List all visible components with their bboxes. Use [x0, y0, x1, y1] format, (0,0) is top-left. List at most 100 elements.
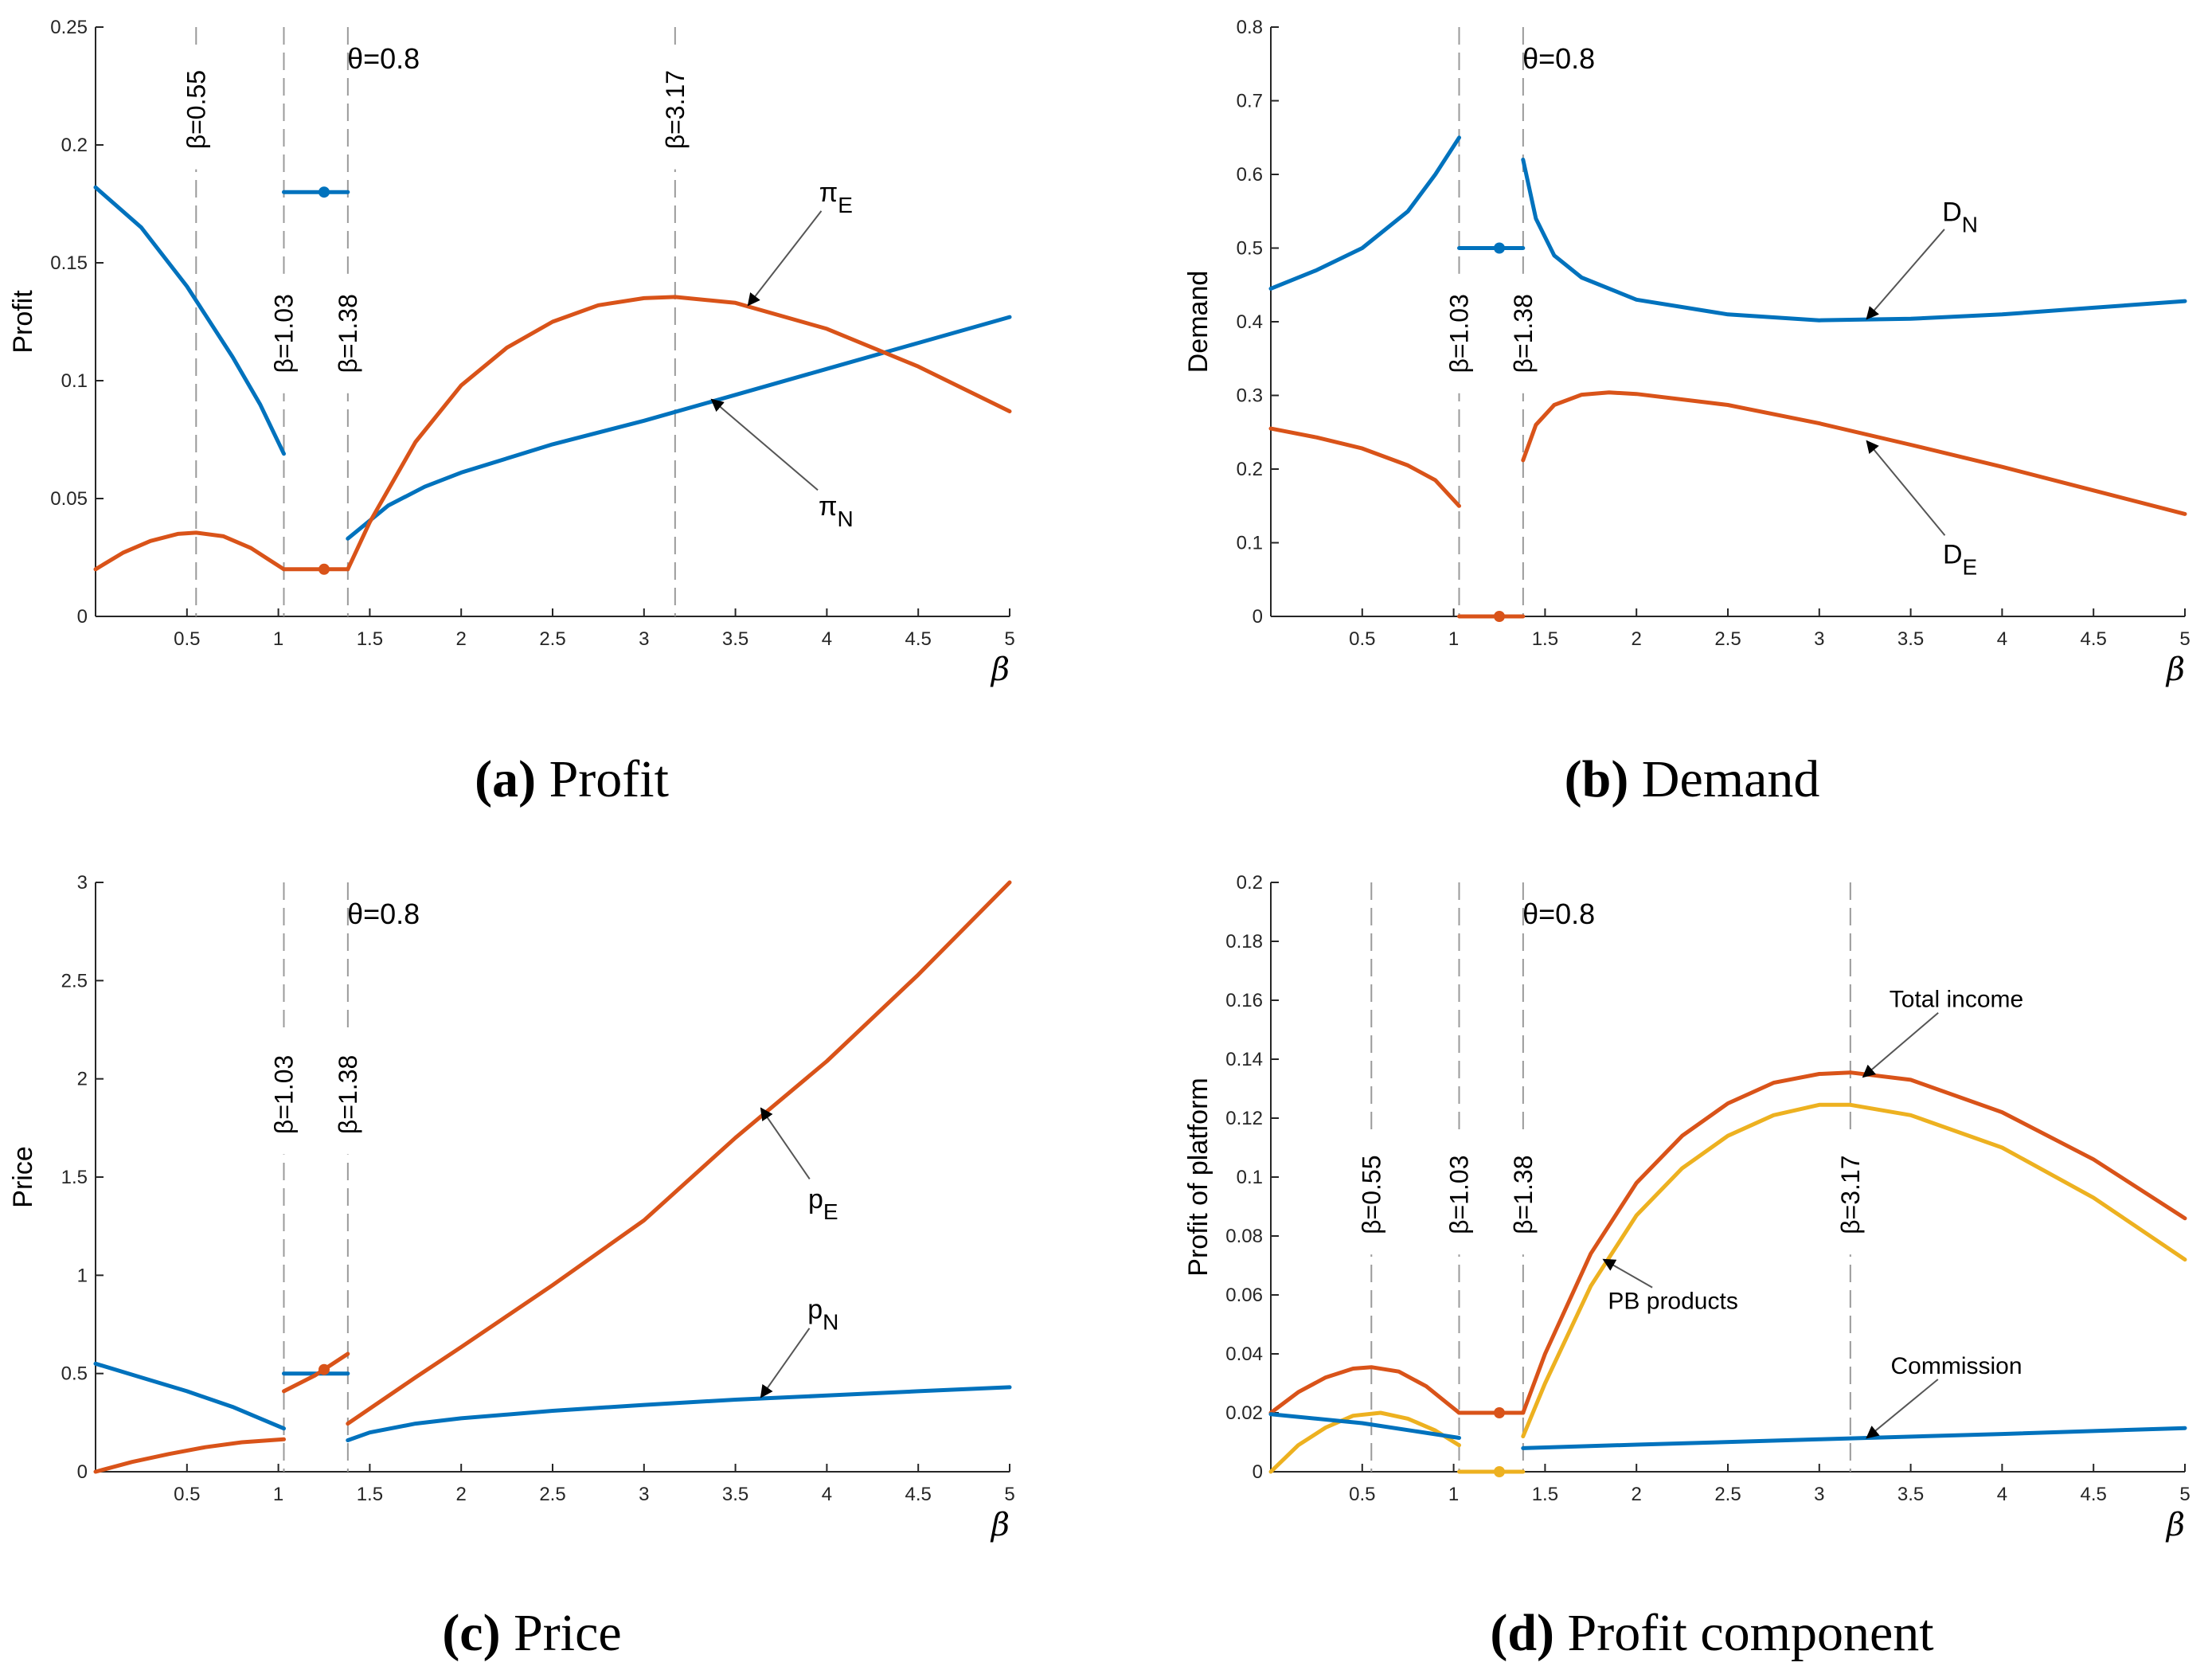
x-tick-label: 0.5: [1349, 1484, 1375, 1505]
x-axis-label: β: [990, 1507, 1010, 1543]
annotation-label: Commission: [1890, 1353, 2022, 1379]
series-line-commission: [1521, 1426, 2187, 1450]
threshold-label: β=1.38: [334, 1055, 362, 1134]
annotation-label: πN: [819, 491, 854, 531]
annotation-label: pN: [807, 1294, 838, 1334]
y-tick-label: 0.02: [1225, 1402, 1263, 1424]
y-tick-label: 2.5: [61, 970, 88, 992]
series-line--e: [346, 295, 1012, 572]
x-tick-label: 3: [1814, 628, 1824, 650]
x-tick-label: 2: [1632, 628, 1642, 650]
threshold-label: β=1.03: [1444, 294, 1473, 373]
y-tick-label: 0.18: [1225, 931, 1263, 952]
annotation-label: pE: [808, 1184, 838, 1224]
x-tick-label: 2: [456, 1484, 467, 1505]
theta-label: θ=0.8: [1522, 898, 1595, 930]
y-tick-label: 0.25: [50, 17, 88, 38]
annotation-arrow: [747, 210, 823, 307]
threshold-label-bg: [178, 49, 214, 170]
series-line-p-n: [93, 1361, 286, 1431]
x-tick-label: 4: [1997, 628, 2007, 650]
theta-label: θ=0.8: [347, 898, 420, 930]
series-line-d-e: [1521, 390, 2187, 516]
annotation-arrow: [1866, 229, 1945, 320]
caption-c: (c) Price: [442, 1604, 621, 1662]
threshold-label: β=1.38: [1509, 294, 1538, 373]
y-tick-label: 0.5: [61, 1363, 88, 1385]
y-tick-label: 1: [77, 1265, 88, 1286]
y-tick-label: 2: [77, 1069, 88, 1090]
series-line-d-e: [1268, 426, 1461, 508]
threshold-label: β=1.03: [269, 1055, 298, 1134]
series-line-pb-products: [1521, 1102, 2187, 1439]
x-tick-label: 1.5: [1532, 1484, 1558, 1505]
threshold-label: β=3.17: [661, 70, 690, 149]
x-tick-label: 1: [1448, 628, 1459, 650]
threshold-label-bg: [1505, 1135, 1541, 1255]
x-tick-label: 5: [1004, 1484, 1014, 1505]
threshold-label: β=0.55: [182, 70, 210, 149]
series-line-total-income: [1268, 1365, 1461, 1415]
x-tick-label: 1.5: [1532, 628, 1558, 650]
series-line--e: [93, 530, 286, 572]
threshold-label: β=0.55: [1357, 1156, 1385, 1234]
y-tick-label: 0.15: [50, 252, 88, 274]
threshold-label-bg: [330, 273, 365, 393]
x-tick-label: 1: [273, 1484, 283, 1505]
series-line-d-n: [1268, 135, 1461, 291]
panel-a-profit: (a) Profit 0 0.05 0.1 0.15 0.2 0.25 0.5 1 1.5 2 2.…: [8, 17, 1015, 808]
threshold-label: β=1.03: [1444, 1156, 1473, 1234]
caption-a: (a) Profit: [475, 750, 669, 808]
y-axis-label: Price: [8, 1146, 38, 1207]
series-marker: [319, 1363, 330, 1375]
y-tick-label: 0.05: [50, 488, 88, 510]
x-tick-label: 3.5: [722, 628, 748, 650]
x-tick-label: 2.5: [1714, 1484, 1741, 1505]
x-tick-label: 3.5: [1897, 628, 1924, 650]
x-tick-label: 4: [822, 1484, 832, 1505]
annotation-label: DE: [1943, 539, 1977, 579]
y-tick-label: 0.8: [1237, 17, 1263, 38]
y-tick-label: 0.16: [1225, 990, 1263, 1011]
y-tick-label: 0: [77, 1461, 88, 1483]
x-tick-label: 5: [2179, 1484, 2190, 1505]
caption-b: (b) Demand: [1565, 750, 1820, 808]
threshold-label-bg: [266, 1035, 302, 1155]
annotation-label: PB products: [1608, 1289, 1737, 1315]
series-line-commission: [1268, 1412, 1461, 1440]
x-tick-label: 1.5: [357, 1484, 383, 1505]
x-tick-label: 5: [2179, 628, 2190, 650]
x-tick-label: 2.5: [1714, 628, 1741, 650]
x-tick-label: 0.5: [174, 1484, 200, 1505]
panel-c-price: (c) Price 0 0.5 1 1.5 2 2.5 3 0.5 1 1.5 2 2.5 3 3.5 4 4…: [8, 872, 1015, 1662]
theta-label: θ=0.8: [347, 42, 420, 75]
threshold-label-bg: [657, 49, 693, 170]
x-tick-label: 4.5: [2081, 1484, 2107, 1505]
y-tick-label: 0.7: [1237, 91, 1263, 112]
x-tick-label: 3: [1814, 1484, 1824, 1505]
x-axis-label: β: [2165, 1507, 2185, 1543]
x-tick-label: 4: [822, 628, 832, 650]
annotation-arrow: [760, 1328, 811, 1398]
y-tick-label: 0: [1253, 606, 1263, 628]
series-marker: [319, 563, 330, 575]
annotation-arrow: [1866, 1379, 1939, 1439]
annotation-arrow: [760, 1107, 811, 1179]
series-marker: [319, 186, 330, 198]
series-line--n: [93, 185, 286, 456]
annotation-arrow: [1866, 440, 1946, 536]
x-tick-label: 2: [1632, 1484, 1642, 1505]
x-tick-label: 1: [273, 628, 283, 650]
x-tick-label: 4.5: [905, 1484, 932, 1505]
x-axis-label: β: [990, 651, 1010, 688]
series-line-p-e: [93, 1437, 286, 1474]
x-tick-label: 1.5: [357, 628, 383, 650]
x-tick-label: 1: [1448, 1484, 1459, 1505]
theta-label: θ=0.8: [1522, 42, 1595, 75]
annotation-label: DN: [1942, 197, 1978, 237]
threshold-label-bg: [330, 1035, 365, 1155]
x-axis-label: β: [2165, 651, 2185, 688]
x-tick-label: 0.5: [174, 628, 200, 650]
y-tick-label: 0: [1253, 1461, 1263, 1483]
